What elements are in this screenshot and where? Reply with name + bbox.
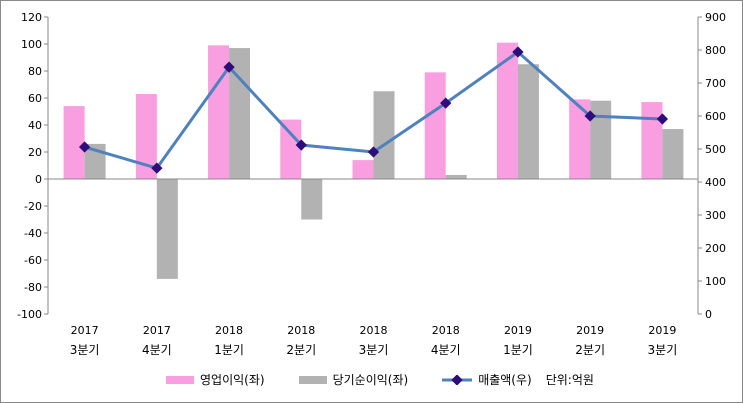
left-tick-label: -20 — [24, 200, 42, 213]
right-tick-label: 500 — [705, 143, 726, 156]
x-tick-label-quarter: 1분기 — [214, 343, 244, 357]
legend-swatch — [298, 375, 327, 384]
bar-net-income — [517, 64, 539, 179]
legend-item-operating-profit: 영업이익(좌) — [166, 371, 265, 388]
x-tick-label-quarter: 2분기 — [575, 343, 605, 357]
right-tick-label: 300 — [705, 209, 726, 222]
legend-label: 매출액(우) — [478, 373, 532, 387]
left-tick-label: 0 — [35, 173, 42, 186]
x-tick-label-quarter: 3분기 — [359, 343, 389, 357]
left-tick-label: -40 — [24, 227, 42, 240]
bar-net-income — [373, 91, 395, 179]
left-tick-label: 40 — [28, 119, 42, 132]
revenue-marker — [512, 46, 524, 58]
left-tick-label: 100 — [21, 38, 42, 51]
bar-operating-profit — [424, 72, 446, 179]
bar-operating-profit — [352, 160, 374, 179]
bar-operating-profit — [496, 42, 518, 180]
bar-operating-profit — [208, 45, 230, 179]
left-tick-label: 80 — [28, 65, 42, 78]
right-tick-label: 0 — [705, 308, 712, 321]
revenue-marker — [223, 61, 235, 73]
bar-net-income — [229, 48, 251, 179]
bar-operating-profit — [641, 102, 663, 179]
right-tick-label: 800 — [705, 44, 726, 57]
left-tick-label: -80 — [24, 281, 42, 294]
bar-net-income — [445, 174, 467, 179]
bar-operating-profit — [569, 99, 591, 179]
x-tick-label-quarter: 4분기 — [142, 343, 172, 357]
x-tick-label-quarter: 2분기 — [286, 343, 316, 357]
unit-label: 단위:억원 — [545, 373, 594, 387]
left-tick-label: 120 — [21, 11, 42, 24]
x-tick-label-year: 2017 — [71, 324, 99, 337]
bar-operating-profit — [135, 93, 157, 179]
legend-swatch — [166, 375, 194, 384]
x-tick-label-year: 2018 — [287, 324, 315, 337]
revenue-marker — [295, 139, 307, 151]
right-tick-label: 200 — [705, 242, 726, 255]
bar-operating-profit — [63, 106, 85, 179]
legend-line-marker-icon — [442, 374, 473, 385]
x-tick-label-year: 2019 — [648, 324, 676, 337]
right-tick-label: 400 — [705, 176, 726, 189]
left-tick-label: 60 — [28, 92, 42, 105]
x-tick-label-year: 2017 — [143, 324, 171, 337]
x-tick-label-quarter: 3분기 — [648, 343, 678, 357]
right-tick-label: 100 — [705, 275, 726, 288]
revenue-marker — [151, 162, 163, 174]
x-tick-label-year: 2019 — [576, 324, 604, 337]
legend-item-net-income: 당기순이익(좌) — [298, 371, 409, 388]
left-tick-label: -60 — [24, 254, 42, 267]
bar-net-income — [662, 129, 684, 179]
legend-label: 당기순이익(좌) — [332, 373, 409, 387]
bar-net-income — [301, 179, 323, 220]
x-tick-label-quarter: 1분기 — [503, 343, 533, 357]
bar-net-income — [156, 179, 178, 279]
x-tick-label-quarter: 4분기 — [431, 343, 461, 357]
left-tick-label: -100 — [17, 308, 42, 321]
revenue-marker — [367, 146, 380, 158]
left-tick-label: 20 — [28, 146, 42, 159]
bar-net-income — [590, 100, 612, 179]
x-tick-label-quarter: 3분기 — [70, 343, 100, 357]
legend: 영업이익(좌) 당기순이익(좌) 매출액(우) 단위:억원 — [166, 371, 594, 388]
x-tick-label-year: 2018 — [432, 324, 460, 337]
legend-item-revenue: 매출액(우) 단위:억원 — [442, 371, 594, 388]
right-tick-label: 900 — [705, 11, 726, 24]
x-tick-label-year: 2018 — [215, 324, 243, 337]
bar-operating-profit — [280, 119, 302, 179]
x-tick-label-year: 2018 — [360, 324, 388, 337]
chart-plot: -100 -80 -60 -40 -20 0 20 40 60 80 100 120 0 100 200 30… — [17, 11, 726, 357]
right-tick-label: 700 — [705, 77, 726, 90]
legend-label: 영업이익(좌) — [200, 373, 265, 387]
right-tick-label: 600 — [705, 110, 726, 123]
x-tick-label-year: 2019 — [504, 324, 532, 337]
